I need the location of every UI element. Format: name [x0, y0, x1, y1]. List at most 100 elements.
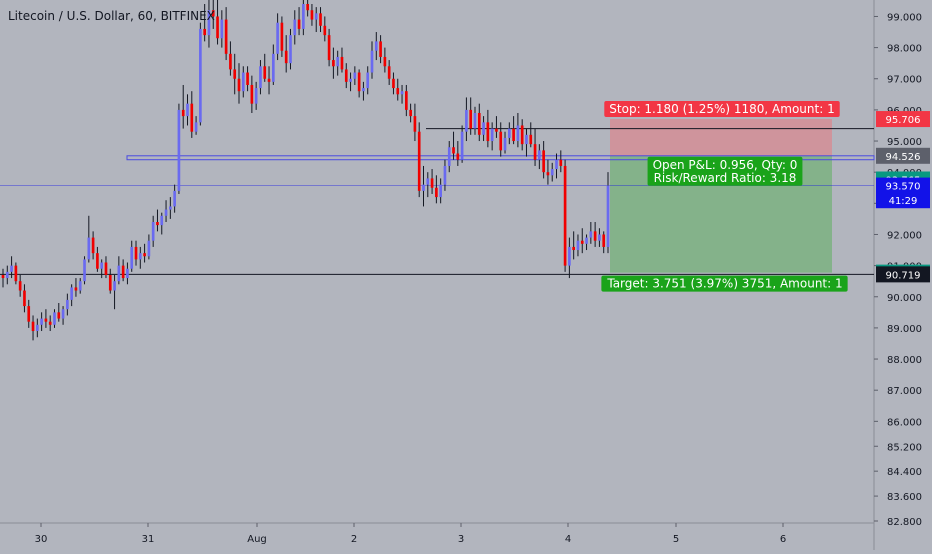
candle-body — [78, 281, 82, 291]
candle-body — [507, 128, 511, 138]
candle-body — [306, 4, 309, 11]
x-tick-label: Aug — [247, 534, 267, 545]
candle-body — [490, 128, 494, 142]
candle-body — [460, 131, 464, 160]
candle-body — [138, 253, 142, 260]
y-tick-label: 90.000 — [887, 293, 922, 304]
y-tick-label: 92.000 — [887, 230, 922, 241]
candle-body — [473, 113, 477, 129]
x-tick-label: 6 — [780, 534, 786, 545]
candle-body — [173, 190, 176, 207]
candle-body — [538, 150, 541, 160]
price-badge-bg — [876, 192, 930, 209]
target-label-bg — [601, 275, 848, 292]
candle-body — [143, 253, 146, 257]
candle-body — [147, 240, 151, 257]
candle-body — [568, 246, 571, 266]
price-badge-text: 93.570 — [886, 182, 921, 193]
candle-body — [100, 262, 104, 269]
candle-body — [18, 281, 22, 291]
candle-body — [211, 10, 215, 17]
candle-body — [533, 144, 537, 160]
y-tick-label: 88.000 — [887, 355, 922, 366]
stop-label[interactable]: Stop: 1.180 (1.25%) 1180, Amount: 1 — [604, 101, 840, 118]
candle-body — [495, 128, 498, 132]
candle-body — [237, 78, 241, 92]
candle-body — [126, 268, 129, 279]
candle-body — [469, 109, 473, 129]
price-badge-bg — [876, 111, 930, 128]
price-badge: 41:29 — [876, 192, 930, 209]
price-badge-text: 41:29 — [889, 196, 918, 207]
candle-body — [598, 234, 601, 241]
candle-body — [340, 56, 344, 70]
candle-body — [177, 109, 181, 191]
candle-body — [529, 134, 533, 145]
candle-body — [383, 56, 387, 67]
candle-body — [203, 28, 206, 36]
candle-body — [396, 88, 400, 95]
candle-body — [134, 246, 138, 260]
candle-body — [5, 271, 9, 279]
candle-body — [319, 13, 322, 26]
target-label[interactable]: Target: 3.751 (3.97%) 3751, Amount: 1 — [601, 275, 848, 292]
candle-body — [362, 88, 365, 92]
candle-body — [220, 19, 224, 39]
candle-body — [516, 125, 520, 142]
candle-body — [555, 159, 558, 170]
candle-body — [374, 41, 378, 51]
candle-body — [503, 137, 507, 151]
candle-body — [409, 109, 412, 117]
candle-body — [70, 287, 73, 300]
candle-body — [14, 265, 18, 282]
candle-body — [53, 312, 56, 325]
candle-body — [44, 318, 48, 322]
candle-body — [559, 159, 563, 166]
y-tick-label: 98.000 — [887, 44, 922, 55]
candle-body — [121, 265, 125, 279]
candle-body — [186, 103, 189, 117]
y-tick-label: 89.000 — [887, 324, 922, 335]
price-badge-text: 94.526 — [886, 152, 921, 163]
stop-loss-zone[interactable] — [610, 119, 832, 156]
candle-body — [332, 60, 335, 67]
candle-body — [10, 265, 13, 272]
y-tick-label: 97.000 — [887, 75, 922, 86]
candle-body — [164, 209, 168, 216]
candle-body — [357, 72, 361, 92]
candle-body — [366, 72, 370, 89]
candle-body — [344, 69, 348, 82]
x-tick-label: 31 — [142, 534, 155, 545]
candle-body — [576, 240, 580, 251]
risk-reward-text: Risk/Reward Ratio: 3.18 — [654, 171, 797, 185]
y-tick-label: 85.200 — [887, 442, 922, 453]
candle-body — [289, 35, 292, 64]
candle-body — [392, 78, 395, 89]
candle-body — [293, 19, 297, 36]
candle-body — [233, 69, 237, 79]
candle-body — [435, 187, 438, 198]
candle-body — [271, 53, 275, 82]
candle-body — [465, 109, 468, 132]
candle-body — [224, 19, 228, 54]
candle-body — [439, 184, 442, 198]
candle-body — [35, 324, 39, 332]
time-axis[interactable] — [0, 523, 874, 550]
candle-body — [194, 122, 198, 132]
candle-body — [74, 287, 78, 291]
candle-body — [327, 35, 331, 61]
candle-body — [83, 259, 86, 282]
candle-body — [96, 253, 99, 269]
candle-body — [297, 19, 301, 29]
target-label-text: Target: 3.751 (3.97%) 3751, Amount: 1 — [606, 277, 842, 291]
candle-body — [452, 147, 455, 154]
candle-body — [572, 246, 576, 251]
candle-body — [387, 66, 391, 79]
candle-body — [190, 103, 194, 132]
candle-body — [229, 53, 232, 70]
candle-body — [546, 172, 550, 176]
candle-body — [241, 72, 245, 92]
